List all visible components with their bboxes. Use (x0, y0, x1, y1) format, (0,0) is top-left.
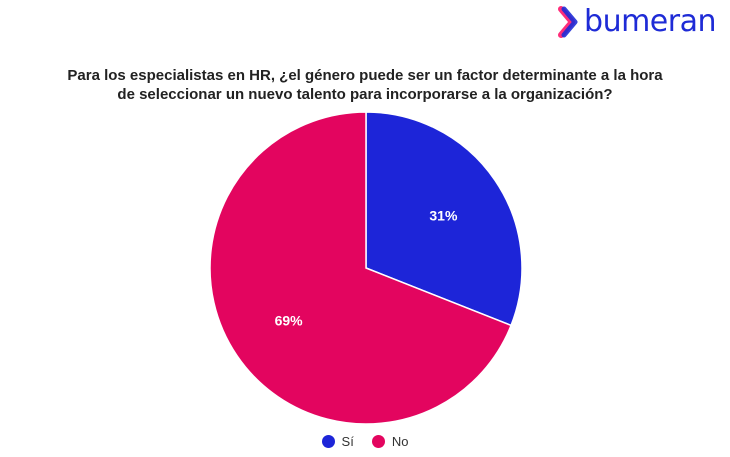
legend-label-si: Sí (341, 434, 354, 449)
legend-swatch-no (371, 435, 385, 448)
legend-item-si: Sí (321, 434, 354, 449)
legend-item-no: No (371, 434, 409, 449)
pie-data-label-no: 69% (275, 313, 304, 329)
pie-data-label-si: 31% (429, 207, 458, 223)
chart-title-line-1: Para los especialistas en HR, ¿el género… (67, 67, 663, 84)
legend-swatch-si (321, 435, 335, 448)
brand-logo: bumeran (558, 4, 716, 39)
pie-slice-no (209, 111, 513, 425)
chevron-right-icon (558, 5, 578, 38)
brand-name: bumeran (584, 4, 716, 39)
chart-title-line-2: de seleccionar un nuevo talento para inc… (117, 86, 613, 103)
chart-title: Para los especialistas en HR, ¿el género… (30, 66, 700, 104)
chart-legend: Sí No (0, 434, 730, 449)
pie-slice-si (365, 111, 523, 327)
legend-label-no: No (391, 434, 409, 449)
